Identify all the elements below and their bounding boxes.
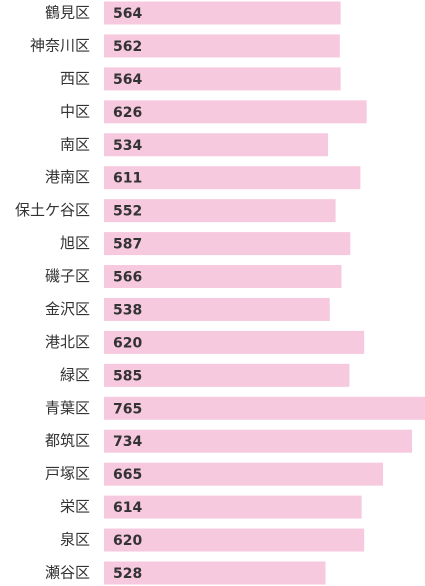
bar [104,166,361,190]
value-label: 734 [113,434,142,450]
category-label: 泉区 [60,531,90,549]
value-label: 564 [113,72,142,88]
category-label: 磯子区 [45,267,90,285]
category-label: 青葉区 [45,399,90,417]
category-label: 旭区 [60,234,90,252]
bar [104,133,329,157]
bar [104,232,351,256]
category-label: 中区 [60,102,90,120]
value-label: 528 [113,566,142,582]
category-label: 瀬谷区 [45,563,90,581]
value-label: 626 [113,105,142,121]
value-label: 534 [113,138,142,154]
category-label: 鶴見区 [45,4,90,22]
category-label: 西区 [60,69,90,87]
bar [104,363,350,387]
bar [104,429,412,453]
bar [104,462,384,486]
value-label: 566 [113,270,142,286]
category-label: 戸塚区 [45,465,90,483]
category-label: 保土ケ谷区 [15,201,90,219]
category-label: 栄区 [60,498,90,516]
bar [104,495,362,519]
category-label: 南区 [60,135,90,153]
value-label: 765 [113,401,142,417]
value-label: 585 [113,368,142,384]
bar [104,297,330,321]
category-label: 神奈川区 [30,36,90,54]
bar [104,561,326,585]
category-label: 港南区 [45,168,90,186]
bar [104,330,365,354]
bar [104,528,365,552]
value-label: 564 [113,6,142,22]
value-label: 538 [113,302,142,318]
bar [104,199,336,223]
bar [104,67,341,91]
value-label: 665 [113,467,142,483]
value-label: 562 [113,39,142,55]
category-label: 都筑区 [45,432,90,450]
bar [104,265,342,289]
value-label: 620 [113,335,142,351]
category-label: 緑区 [60,366,90,384]
value-label: 614 [113,500,142,516]
value-label: 587 [113,237,142,253]
value-label: 620 [113,533,142,549]
bar [104,100,367,124]
bar [104,34,340,58]
bar [104,1,341,25]
bar [104,396,425,420]
category-label: 港北区 [45,333,90,351]
value-label: 611 [113,171,142,187]
value-label: 552 [113,204,142,220]
category-label: 金沢区 [45,300,90,318]
